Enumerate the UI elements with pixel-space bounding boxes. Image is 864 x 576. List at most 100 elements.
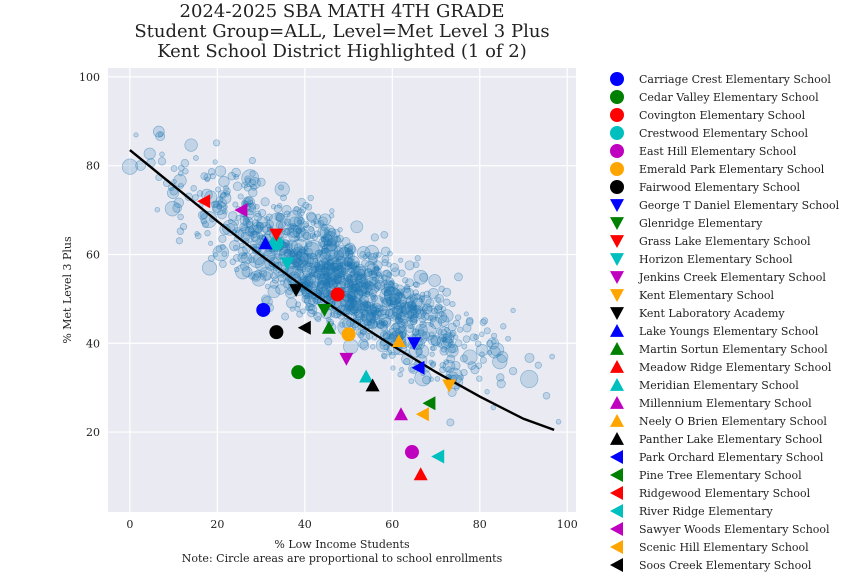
background-school-point [353,311,365,323]
background-school-point [277,203,283,209]
background-school-point [429,315,437,323]
legend-label: Millennium Elementary School [639,397,812,410]
background-school-point [343,268,359,283]
background-school-point [143,147,156,160]
background-school-point [270,272,278,280]
background-school-point [306,267,313,274]
background-school-point [304,292,311,299]
background-school-point [331,262,343,274]
legend-label: Lake Youngs Elementary School [639,325,819,338]
legend-marker [610,558,623,572]
y-tick-label: 20 [86,426,100,439]
background-school-point [358,338,369,349]
background-school-point [405,278,414,288]
background-school-point [348,300,362,314]
background-school-point [341,257,354,270]
background-school-point [376,306,390,320]
background-school-point [380,296,386,303]
background-school-point [371,303,378,310]
background-school-point [434,303,443,311]
background-school-point [377,321,385,329]
background-school-point [320,236,326,242]
background-school-point [249,170,256,177]
background-school-point [333,250,344,261]
background-school-point [240,232,251,242]
background-school-point [179,223,188,231]
background-school-point [389,279,395,286]
background-school-point [295,301,302,308]
background-school-point [295,227,302,235]
background-school-point [167,187,179,199]
background-school-point [285,288,293,296]
background-school-point [347,292,356,301]
background-school-point [216,204,223,211]
background-school-point [410,296,416,302]
background-school-point [428,331,435,338]
background-school-point [384,286,400,303]
background-school-point [260,197,270,207]
background-school-point [355,272,366,283]
background-school-point [429,351,435,357]
background-school-point [408,305,416,313]
background-school-point [385,299,394,307]
background-school-point [363,301,372,310]
background-school-point [381,353,388,360]
background-school-point [265,213,273,221]
background-school-point [304,274,312,281]
background-school-point [251,233,261,243]
background-school-point [383,280,395,292]
legend-marker [610,468,623,482]
background-school-point [315,287,324,295]
background-school-point [176,227,185,235]
background-school-point [346,264,352,270]
background-school-point [305,281,323,299]
background-school-point [440,346,448,353]
background-school-point [413,293,421,300]
background-school-point [405,304,417,316]
background-school-point [390,365,396,371]
background-school-point [330,275,337,282]
highlighted-school-point [359,369,374,383]
background-school-point [348,290,359,300]
highlighted-school-point [234,203,248,218]
background-school-point [344,279,355,289]
legend-marker [610,342,624,355]
highlighted-school-point [321,320,336,334]
background-school-point [305,203,313,211]
background-school-point [233,254,241,262]
background-school-point [368,270,378,279]
background-school-point [324,267,342,285]
background-school-point [344,242,356,255]
background-school-point [373,252,379,258]
legend-marker [610,307,624,320]
background-school-point [385,308,394,318]
background-school-point [327,260,333,266]
background-school-point [371,295,384,308]
background-school-point [280,194,287,202]
background-school-point [229,258,237,266]
background-school-point [366,282,375,291]
background-school-point [429,316,443,330]
background-school-point [154,206,161,213]
background-school-point [256,232,264,240]
background-school-point [311,233,319,241]
background-school-point [363,271,379,287]
background-school-point [233,220,240,226]
background-school-point [251,272,266,287]
background-school-point [288,224,302,238]
background-school-point [452,319,461,328]
background-school-point [286,210,303,227]
highlighted-school-point [269,325,284,340]
background-school-point [454,314,462,321]
background-school-point [304,297,312,305]
background-school-point [405,324,415,333]
legend-marker [610,199,624,212]
background-school-point [326,272,342,288]
background-school-point [256,216,269,229]
background-school-point [314,263,324,273]
legend-marker [610,450,623,464]
background-school-point [462,323,472,333]
background-school-point [438,285,445,293]
background-school-point [296,249,303,255]
background-school-point [322,244,328,250]
